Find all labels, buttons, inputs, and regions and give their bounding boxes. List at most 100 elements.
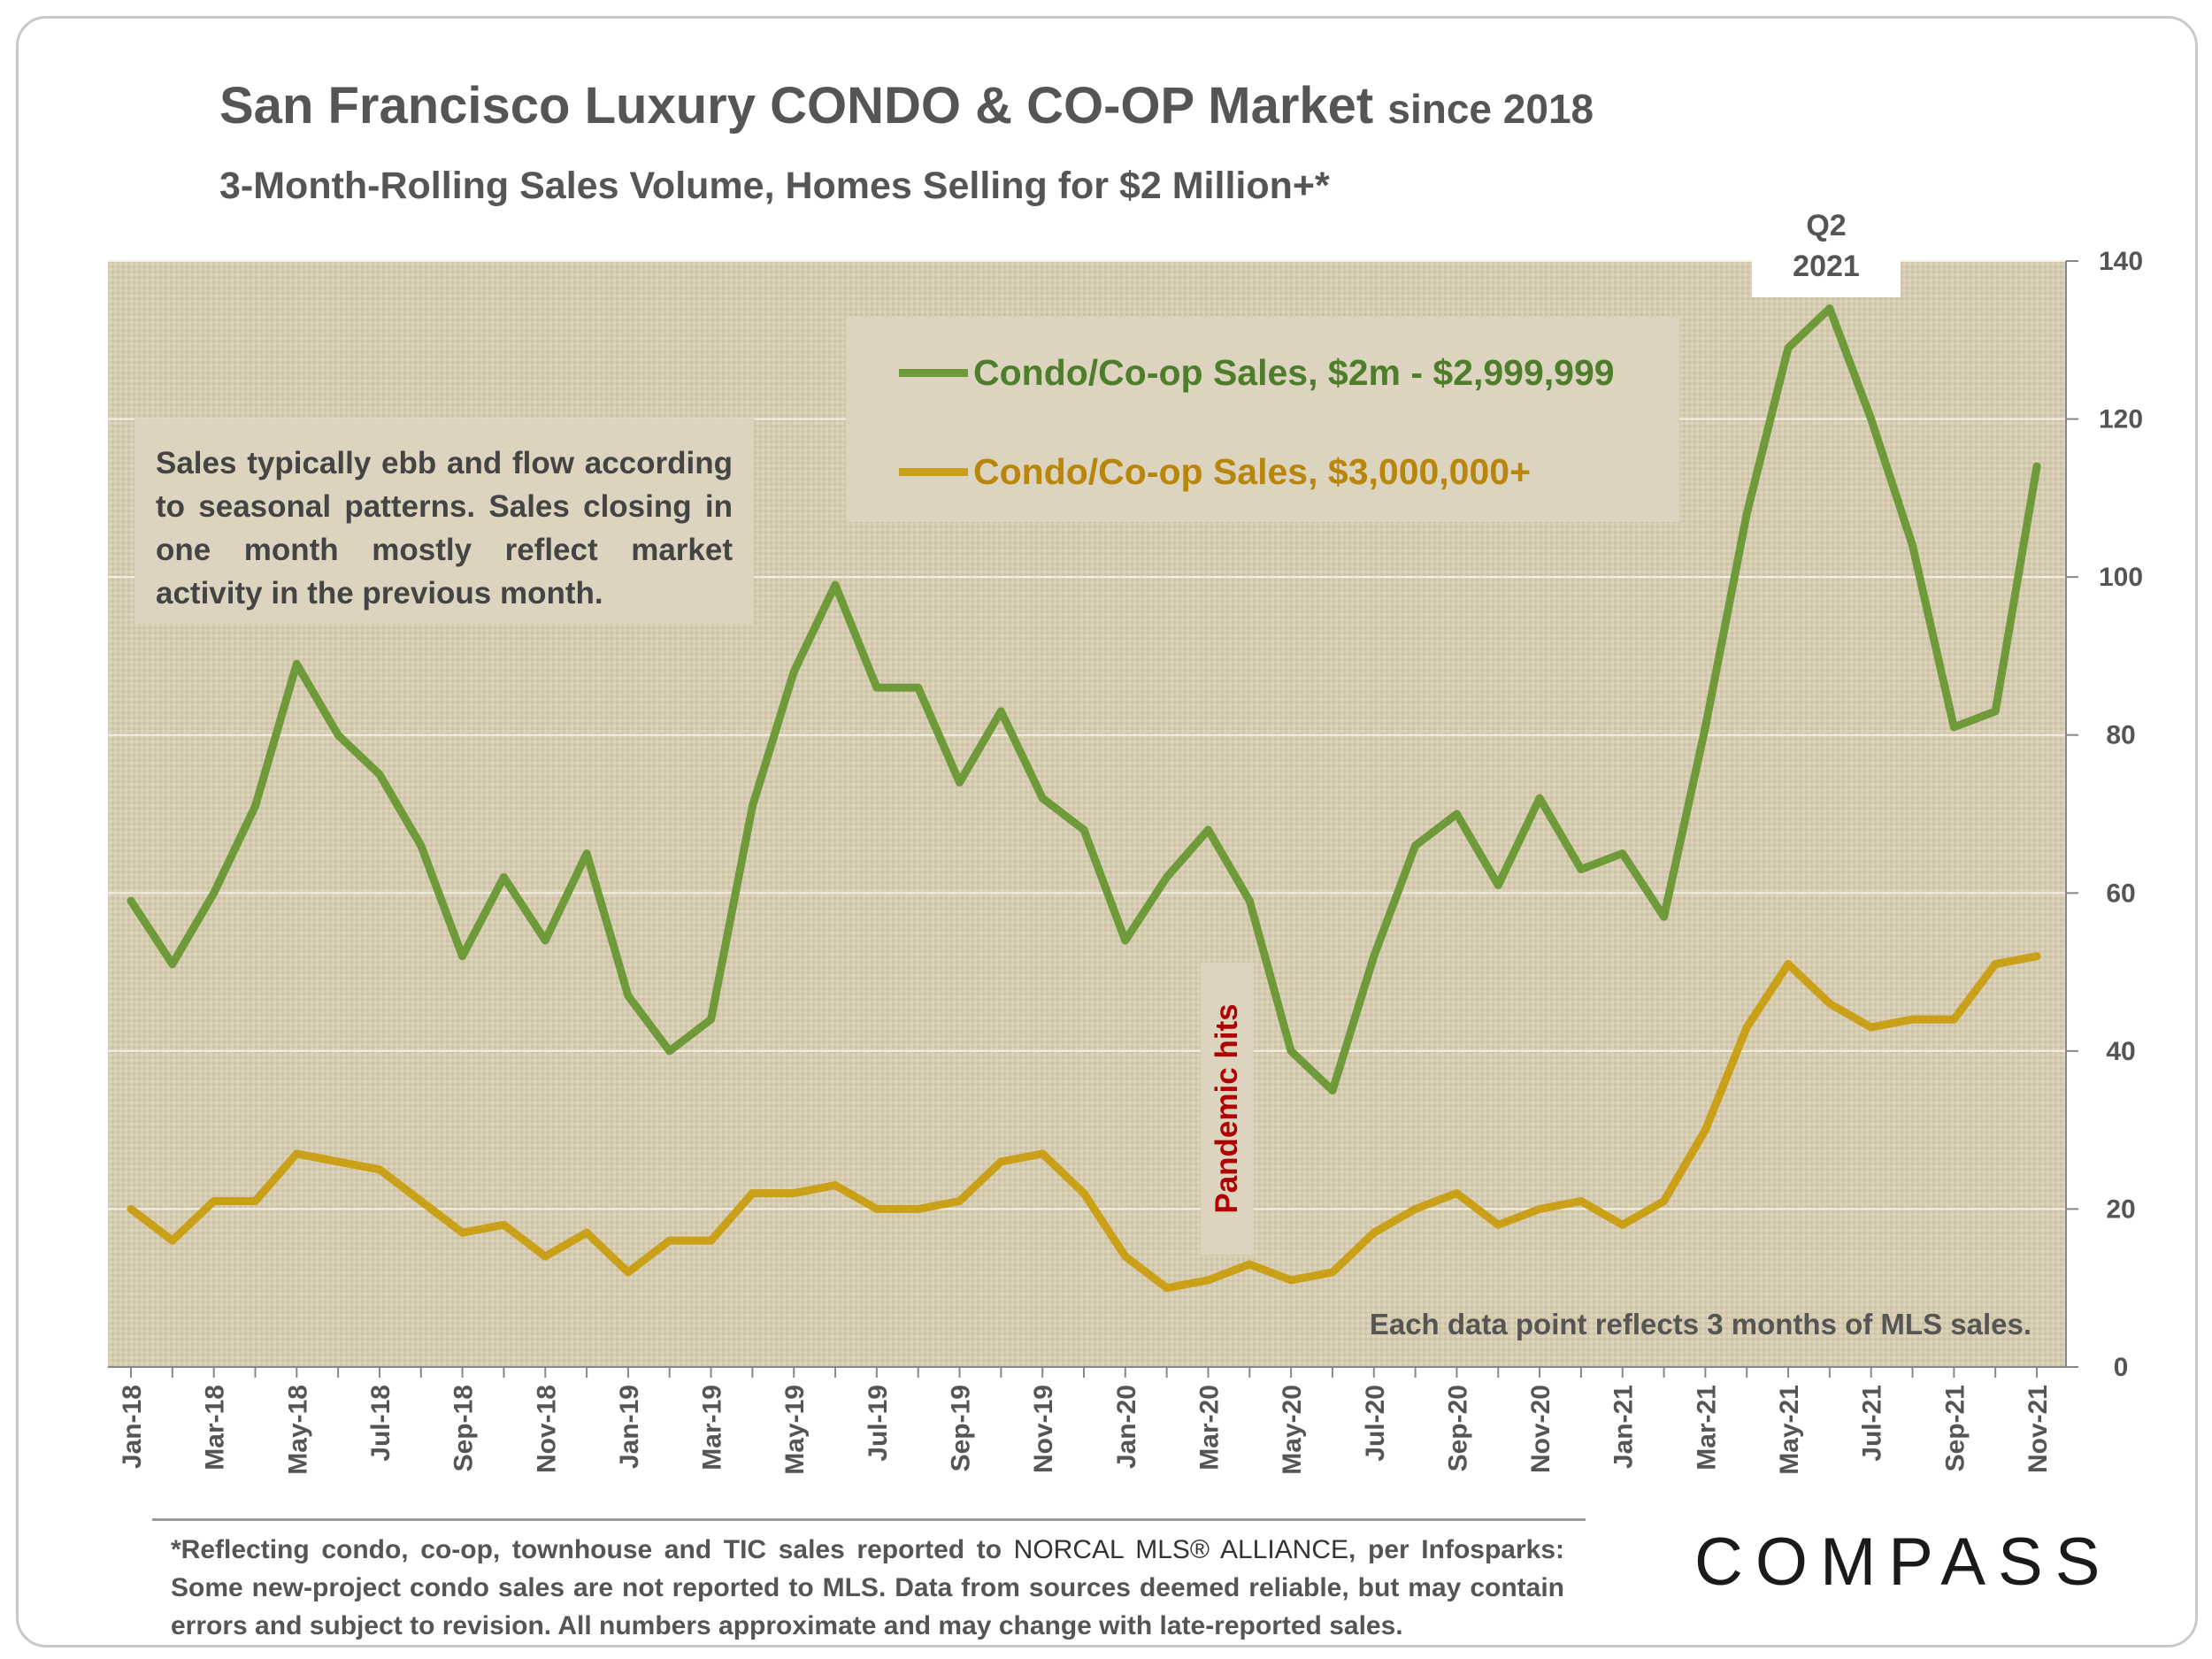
y-tick-label: 140 (2099, 247, 2143, 276)
series-layer (127, 304, 2041, 1293)
data-point (127, 896, 135, 905)
data-point (1660, 912, 1669, 921)
data-point (1577, 865, 1586, 873)
data-point (210, 1197, 219, 1205)
x-tick-label: Jul-20 (1361, 1385, 1390, 1462)
x-tick-label: Jul-18 (366, 1385, 396, 1462)
data-point (1909, 541, 1917, 549)
data-point (1328, 1087, 1337, 1094)
x-tick-label: May-21 (1775, 1385, 1804, 1475)
footnote-text-start: *Reflecting condo, co-op, townhouse and … (171, 1535, 1002, 1564)
y-tick-label: 100 (2099, 563, 2143, 592)
x-tick-label: Nov-18 (532, 1385, 561, 1473)
y-tick-label: 20 (2106, 1194, 2135, 1224)
data-point (1825, 304, 1834, 313)
data-point (624, 1268, 633, 1277)
x-tick-label: May-19 (780, 1385, 810, 1475)
data-point (914, 683, 923, 692)
data-point (499, 872, 508, 881)
data-point (417, 1197, 426, 1205)
datapoint-note: Each data point reflects 3 months of MLS… (1369, 1308, 2032, 1340)
data-point (1163, 872, 1171, 881)
data-point (1203, 1276, 1212, 1285)
data-point (582, 1228, 591, 1237)
data-point (1867, 415, 1876, 424)
x-tick-label: Jul-21 (1858, 1385, 1887, 1462)
data-point (127, 1204, 135, 1213)
data-point (1701, 1125, 1709, 1134)
x-tick-label: Sep-18 (449, 1385, 479, 1471)
x-tick-label: Jan-21 (1609, 1385, 1639, 1469)
peak-label-quarter: Q2 (1806, 209, 1847, 242)
data-point (665, 1047, 674, 1056)
legend-label-3m: Condo/Co-op Sales, $3,000,000+ (973, 450, 1532, 492)
footnote: *Reflecting condo, co-op, townhouse and … (171, 1531, 1564, 1645)
peak-label-year: 2021 (1793, 250, 1860, 283)
data-point (914, 1204, 923, 1213)
data-point (1535, 794, 1544, 803)
data-point (1991, 960, 2000, 969)
data-point (541, 1252, 549, 1261)
data-point (831, 1181, 840, 1190)
data-point (665, 1236, 674, 1245)
data-point (292, 1149, 301, 1158)
data-point (375, 770, 384, 779)
data-point (1452, 1189, 1461, 1198)
data-point (1909, 1015, 1917, 1024)
pandemic-label: Pandemic hits (1210, 1003, 1244, 1214)
data-point (1991, 707, 2000, 716)
data-point (1038, 1149, 1047, 1158)
data-point (334, 731, 342, 740)
peak-callout: Q2 2021 (1752, 202, 1901, 297)
data-point (1245, 1260, 1254, 1269)
data-point (1370, 952, 1379, 961)
seasonal-note: Sales typically ebb and flow according t… (134, 419, 754, 624)
data-point (1079, 826, 1088, 834)
data-point (996, 707, 1005, 716)
x-tick-label: Mar-20 (1194, 1385, 1224, 1471)
y-tick-label: 40 (2106, 1037, 2135, 1066)
data-point (1121, 1252, 1130, 1261)
data-point (168, 960, 177, 969)
x-tick-label: Mar-18 (201, 1385, 230, 1471)
y-tick-label: 0 (2114, 1353, 2129, 1382)
data-point (1742, 510, 1751, 518)
data-point (2032, 462, 2041, 471)
data-point (582, 849, 591, 858)
title-main: San Francisco Luxury CONDO & CO-OP Marke… (219, 77, 1374, 134)
data-point (1411, 1204, 1420, 1213)
data-point (872, 683, 881, 692)
data-point (1411, 841, 1420, 850)
data-point (1577, 1197, 1586, 1205)
data-point (1618, 1220, 1627, 1229)
data-point (2032, 952, 2041, 961)
data-point (707, 1236, 716, 1245)
axes: 0 20 40 60 80 100 120 140 Jan-18 Mar-18 May-18 Jul-… (108, 247, 2143, 1475)
y-tick-label: 120 (2099, 405, 2143, 434)
data-point (624, 991, 633, 1000)
data-point (956, 778, 964, 787)
data-point (1452, 810, 1461, 818)
data-point (1618, 849, 1627, 858)
data-point (831, 580, 840, 589)
x-tick-label: Mar-19 (698, 1385, 727, 1471)
data-point (956, 1197, 964, 1205)
x-tick-label: Jan-19 (615, 1385, 644, 1469)
x-tick-label: May-18 (283, 1385, 312, 1475)
data-point (1784, 960, 1793, 969)
x-tick-label: Sep-19 (947, 1385, 976, 1471)
x-tick-label: Nov-21 (2024, 1385, 2053, 1473)
title-suffix: since 2018 (1387, 86, 1594, 132)
x-tick-label: Sep-20 (1443, 1385, 1472, 1471)
data-point (1535, 1204, 1544, 1213)
data-point (499, 1220, 508, 1229)
data-point (1245, 896, 1254, 905)
legend-item-2m: Condo/Co-op Sales, $2m - $2,999,999 (899, 350, 1615, 395)
data-point (1121, 936, 1130, 945)
data-point (168, 1236, 177, 1245)
footnote-mls: NORCAL MLS® ALLIANCE (1013, 1535, 1349, 1564)
data-point (1038, 794, 1047, 803)
data-point (748, 802, 757, 810)
compass-logo: COMPASS (1694, 1525, 2113, 1600)
data-point (1494, 1220, 1502, 1229)
